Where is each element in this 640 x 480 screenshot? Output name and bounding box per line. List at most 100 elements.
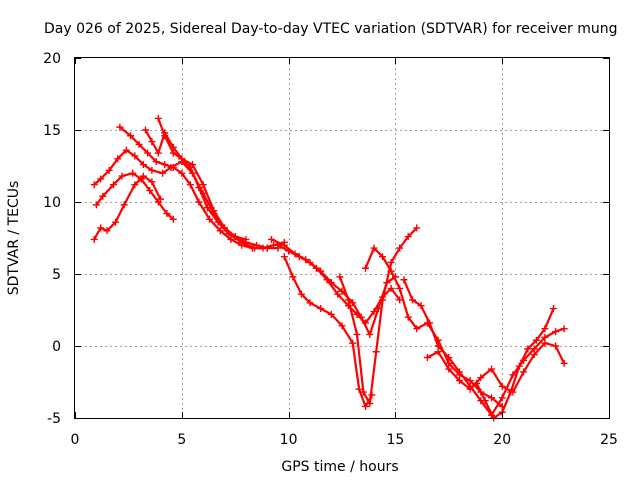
data-point — [90, 235, 98, 243]
data-point — [169, 163, 177, 171]
series-track-13 — [423, 339, 568, 396]
data-point — [131, 181, 139, 189]
data-point — [387, 258, 395, 266]
data-point — [338, 322, 346, 330]
data-point — [413, 325, 421, 333]
data-point — [498, 382, 506, 390]
data-point — [515, 362, 523, 370]
data-point — [488, 394, 496, 402]
y-tick-label: 10 — [43, 195, 61, 211]
data-point — [97, 175, 105, 183]
data-point — [413, 224, 421, 232]
data-point — [206, 215, 214, 223]
data-point — [549, 305, 557, 313]
data-point — [400, 276, 408, 284]
data-point — [379, 296, 387, 304]
y-tick-label: -5 — [47, 411, 61, 427]
data-point — [349, 299, 357, 307]
data-point — [372, 348, 380, 356]
data-point — [109, 181, 117, 189]
data-point — [268, 235, 276, 243]
series-track-11 — [361, 244, 506, 410]
data-point — [116, 123, 124, 131]
data-point — [159, 169, 167, 177]
data-point — [289, 273, 297, 281]
data-point — [169, 215, 177, 223]
data-point — [118, 172, 126, 180]
data-point — [163, 210, 171, 218]
data-point — [366, 330, 374, 338]
x-tick-label: 0 — [71, 432, 80, 448]
data-point — [488, 365, 496, 373]
data-point — [327, 310, 335, 318]
data-point — [306, 258, 314, 266]
data-point — [361, 264, 369, 272]
x-tick-label: 25 — [600, 432, 618, 448]
data-point — [152, 158, 160, 166]
data-point — [90, 181, 98, 189]
data-point — [114, 155, 122, 163]
series-track-5 — [141, 126, 271, 252]
data-point — [231, 233, 239, 241]
data-point — [203, 204, 211, 212]
data-point — [455, 377, 463, 385]
data-point — [498, 394, 506, 402]
series-track-10 — [336, 224, 421, 408]
x-tick-label: 15 — [386, 432, 404, 448]
data-point — [148, 166, 156, 174]
data-point — [154, 114, 162, 122]
data-point — [105, 166, 113, 174]
series-line — [93, 175, 162, 241]
data-point — [379, 253, 387, 261]
data-point — [161, 161, 169, 169]
series-line — [364, 247, 504, 408]
data-point — [144, 149, 152, 157]
data-point — [524, 345, 532, 353]
chart-title: Day 026 of 2025, Sidereal Day-to-day VTE… — [44, 21, 618, 37]
data-point — [285, 247, 293, 255]
series-line — [144, 128, 269, 250]
data-point — [154, 149, 162, 157]
series-line — [95, 172, 175, 221]
data-point — [148, 178, 156, 186]
data-point — [141, 126, 149, 134]
x-tick-label: 20 — [493, 432, 511, 448]
data-point — [210, 207, 218, 215]
data-point — [366, 400, 374, 408]
data-point — [423, 354, 431, 362]
data-point — [103, 227, 111, 235]
data-point — [560, 359, 568, 367]
axis-ticks — [75, 58, 610, 419]
data-point — [541, 339, 549, 347]
data-point — [306, 299, 314, 307]
data-point — [404, 233, 412, 241]
data-point — [327, 279, 335, 287]
data-point — [426, 319, 434, 327]
x-axis-label: GPS time / hours — [281, 459, 398, 475]
data-point — [178, 155, 186, 163]
data-point — [434, 348, 442, 356]
data-point — [532, 336, 540, 344]
data-point — [156, 195, 164, 203]
data-point — [274, 241, 282, 249]
data-point — [336, 273, 344, 281]
data-point — [186, 181, 194, 189]
data-point — [445, 354, 453, 362]
data-point — [370, 244, 378, 252]
data-point — [408, 296, 416, 304]
data-point — [359, 388, 367, 396]
data-point — [188, 161, 196, 169]
series-line — [426, 342, 566, 394]
y-axis-label: SDTVAR / TECUs — [6, 181, 22, 296]
data-point — [99, 192, 107, 200]
data-point — [552, 328, 560, 336]
data-series — [90, 114, 568, 422]
data-point — [387, 267, 395, 275]
data-point — [361, 402, 369, 410]
data-point — [227, 235, 235, 243]
data-point — [445, 365, 453, 373]
data-point — [520, 368, 528, 376]
data-point — [263, 244, 271, 252]
grid-lines — [75, 58, 609, 418]
data-point — [396, 244, 404, 252]
